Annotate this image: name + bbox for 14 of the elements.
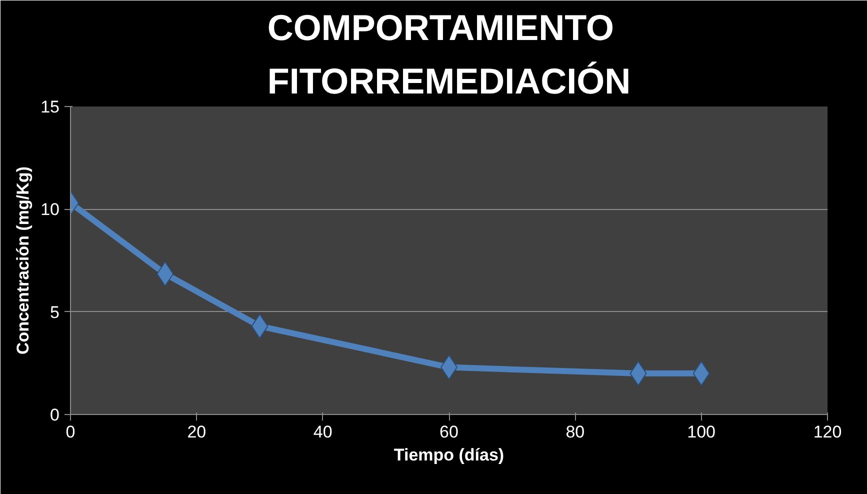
x-axis-title: Tiempo (días) <box>394 446 504 464</box>
chart-title: COMPORTAMIENTO FITORREMEDIACIÓN <box>267 7 631 102</box>
x-tick-label: 40 <box>313 422 332 442</box>
y-tick-label: 5 <box>50 302 60 322</box>
x-tick-label: 80 <box>566 422 585 442</box>
x-tick-label: 100 <box>687 422 716 442</box>
y-tick-label: 0 <box>50 406 60 424</box>
x-tick-label: 20 <box>187 422 206 442</box>
x-tick-label: 60 <box>440 422 458 442</box>
x-tick-label: 120 <box>813 422 842 442</box>
y-axis-title: Concentración (mg/Kg) <box>14 166 33 354</box>
y-tick-label: 10 <box>40 200 60 220</box>
y-tick-label: 15 <box>40 98 60 116</box>
x-tick-label: 0 <box>66 422 76 442</box>
